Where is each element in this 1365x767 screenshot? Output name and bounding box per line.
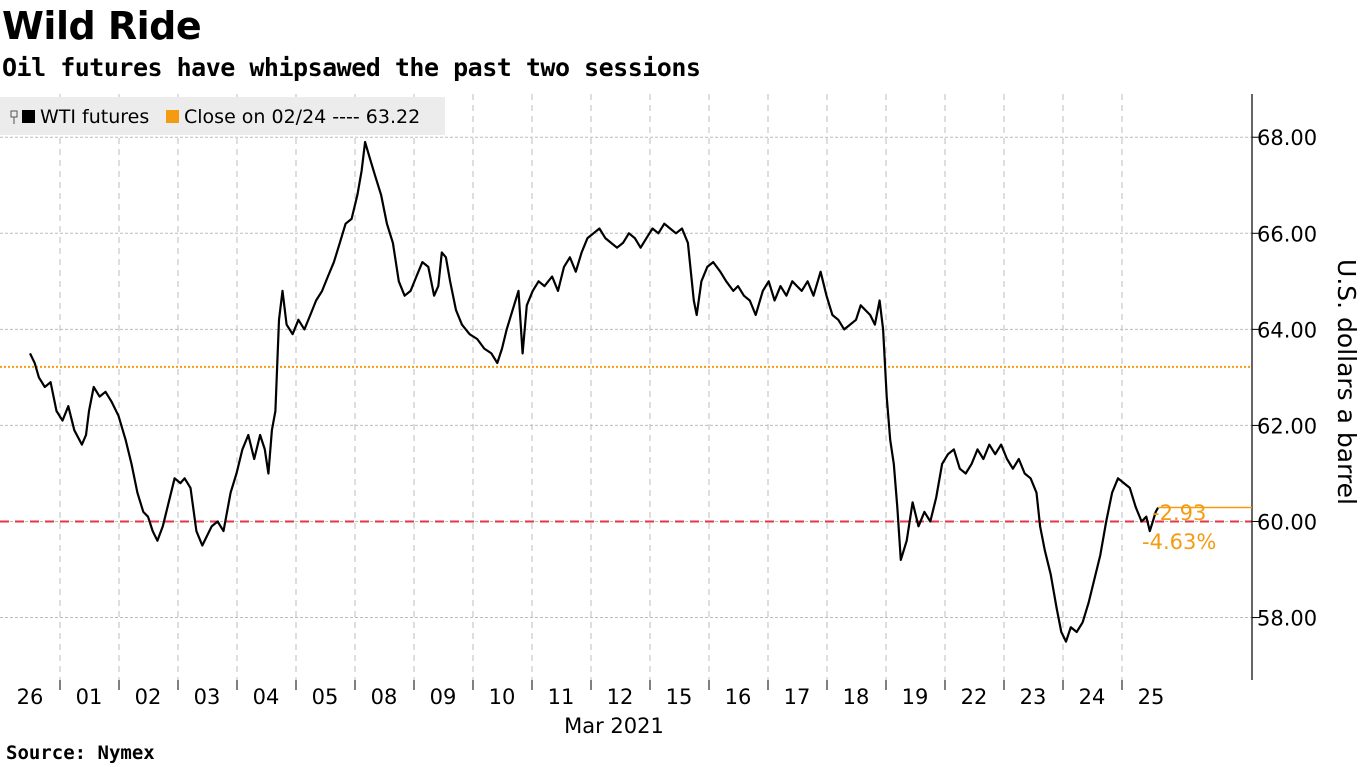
y-tick-label: 64.00 [1257,318,1317,342]
x-tick-label: 26 [17,685,44,709]
x-tick-label: 01 [76,685,103,709]
change-pct-annotation: -4.63% [1142,530,1216,554]
x-tick-label: 25 [1138,685,1165,709]
x-tick-label: 22 [961,685,988,709]
x-tick-label: 09 [430,685,457,709]
y-tick-label: 58.00 [1257,607,1317,631]
legend-swatch [22,110,35,123]
legend-swatch [166,110,179,123]
x-tick-label: 11 [548,685,575,709]
annotations: -2.93 -4.63% [1142,501,1252,554]
x-tick-label: 12 [607,685,634,709]
y-tick-label: 68.00 [1257,126,1317,150]
legend: WTI futures Close on 02/24 ---- 63.22 [0,97,445,135]
y-tick-label: 66.00 [1257,222,1317,246]
x-tick-label: 02 [135,685,162,709]
x-tick-label: 15 [666,685,693,709]
legend-label: Close on 02/24 ---- 63.22 [184,106,420,128]
series-line-wti [29,140,1160,643]
x-tick-label: 19 [902,685,929,709]
legend-background [0,97,445,135]
y-tick-label: 62.00 [1257,414,1317,438]
x-axis-label: Mar 2021 [564,714,664,738]
x-tick-label: 18 [843,685,870,709]
x-tick-label: 10 [489,685,516,709]
x-tick-label: 17 [784,685,811,709]
x-tick-label: 23 [1020,685,1047,709]
x-tick-label: 04 [253,685,280,709]
axes: 58.00 60.00 62.00 64.00 66.00 68.00 26 01 02 03 04… [17,94,1361,738]
legend-label: WTI futures [40,106,149,128]
chart-title: Wild Ride [2,4,202,48]
x-tick-label: 24 [1079,685,1106,709]
reference-lines [0,365,1252,523]
y-axis-title: U.S. dollars a barrel [1332,259,1361,505]
x-tick-label: 03 [194,685,221,709]
x-tick-label: 08 [371,685,398,709]
grid-lines [0,94,1252,680]
chart-subtitle: Oil futures have whipsawed the past two … [2,53,701,82]
x-tick-label: 16 [725,685,752,709]
source-note: Source: Nymex [6,742,155,764]
x-tick-label: 05 [312,685,339,709]
series-layer [29,140,1160,643]
y-tick-label: 60.00 [1257,510,1317,534]
change-annotation: -2.93 [1152,501,1206,525]
